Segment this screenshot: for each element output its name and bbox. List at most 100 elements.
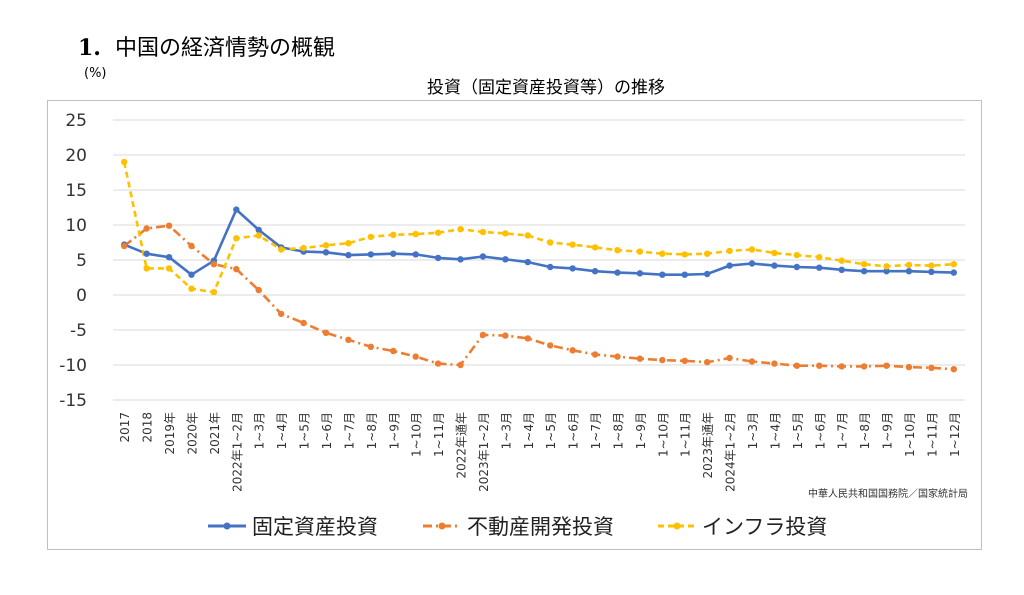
legend-marker xyxy=(223,522,231,530)
x-tick-label: 1~10月 xyxy=(410,412,424,457)
x-tick-label: 1~8月 xyxy=(611,412,625,449)
x-tick-label: 1~6月 xyxy=(567,412,581,449)
x-tick-label: 1~8月 xyxy=(858,412,872,449)
data-point xyxy=(905,261,913,269)
data-point xyxy=(457,226,464,233)
heading-number: 1. xyxy=(78,35,101,61)
page-heading: 1. 中国の経済情勢の概観 xyxy=(78,30,335,62)
data-point xyxy=(367,233,375,241)
data-point xyxy=(591,351,599,358)
data-point xyxy=(547,342,554,349)
x-tick-label: 1~3月 xyxy=(499,412,513,449)
data-point xyxy=(636,248,644,255)
series-line-1 xyxy=(123,208,954,276)
data-point xyxy=(771,360,778,367)
legend-label: 固定資産投資 xyxy=(252,515,378,539)
data-point xyxy=(367,343,375,350)
x-tick-label: 1~4月 xyxy=(768,412,782,449)
data-point xyxy=(165,254,173,261)
y-tick-label: 20 xyxy=(65,146,87,166)
data-point xyxy=(681,271,688,278)
x-tick-label: 1~9月 xyxy=(387,412,401,449)
data-point xyxy=(614,247,621,254)
data-point xyxy=(838,266,845,273)
data-point xyxy=(502,332,509,339)
data-point xyxy=(793,263,801,271)
x-tick-label: 1~6月 xyxy=(813,412,827,449)
data-point xyxy=(143,250,150,257)
data-point xyxy=(143,225,150,232)
x-tick-label: 1~3月 xyxy=(253,412,267,449)
y-tick-label: 5 xyxy=(76,251,87,271)
data-point xyxy=(703,359,711,366)
data-point xyxy=(703,270,711,278)
y-tick-label: 25 xyxy=(65,111,87,131)
x-tick-label: 2022年通年 xyxy=(455,412,469,479)
x-axis-ticks: 2017 2018 2019年 2020年 2021年 2022年1~2月 1~3月 1~4月… xyxy=(118,412,962,492)
data-point xyxy=(838,363,845,370)
data-point xyxy=(210,289,218,296)
legend: 固定資産投資 不動産開発投資 インフラ投資 xyxy=(208,515,827,539)
x-tick-label: 1~8月 xyxy=(365,412,379,449)
data-point xyxy=(479,331,487,339)
y-tick-label: -10 xyxy=(59,356,87,376)
data-point xyxy=(591,268,599,275)
data-point xyxy=(726,247,733,255)
data-point xyxy=(479,228,487,236)
data-point xyxy=(726,354,733,362)
data-point xyxy=(300,244,307,252)
x-tick-label: 2019年 xyxy=(163,412,177,455)
data-point xyxy=(412,251,419,258)
x-tick-label: 1~9月 xyxy=(634,412,648,449)
data-point xyxy=(793,251,801,259)
data-point xyxy=(457,361,464,369)
data-point xyxy=(434,360,442,367)
x-tick-label: 2024年1~2月 xyxy=(724,412,738,492)
data-point xyxy=(502,256,509,263)
x-tick-label: 1~4月 xyxy=(275,412,289,449)
data-point xyxy=(121,242,128,250)
data-point xyxy=(300,319,307,327)
series-lines xyxy=(122,161,954,371)
series-markers xyxy=(121,158,957,373)
x-tick-label: 1~11月 xyxy=(679,412,693,457)
x-tick-label: 1~11月 xyxy=(432,412,446,457)
data-point xyxy=(883,268,890,275)
data-point xyxy=(345,251,352,259)
data-point xyxy=(636,355,644,362)
data-point xyxy=(659,271,666,278)
data-point xyxy=(524,258,531,266)
x-tick-label: 1~3月 xyxy=(746,412,760,449)
data-point xyxy=(188,271,195,278)
x-tick-label: 1~10月 xyxy=(656,412,670,457)
y-tick-label: 10 xyxy=(65,216,87,236)
heading-text: 中国の経済情勢の概観 xyxy=(114,36,335,61)
x-tick-label: 1~5月 xyxy=(298,412,312,449)
x-tick-label: 1~10月 xyxy=(903,412,917,457)
chart-container: 投資（固定資産投資等）の推移 25 20 15 10 5 0 -5 -10 -15 2017 20… xyxy=(47,78,982,550)
x-tick-label: 2022年1~2月 xyxy=(230,412,244,492)
data-point xyxy=(816,362,823,369)
x-tick-label: 1~7月 xyxy=(342,412,356,449)
data-point xyxy=(748,246,756,253)
x-tick-label: 1~5月 xyxy=(544,412,558,449)
x-tick-label: 2020年 xyxy=(185,412,199,455)
data-point xyxy=(255,286,262,294)
data-point xyxy=(816,254,823,261)
data-point xyxy=(905,268,913,275)
x-tick-label: 2023年1~2月 xyxy=(477,412,491,492)
legend-marker xyxy=(438,522,446,530)
data-point xyxy=(636,270,644,277)
data-point xyxy=(233,265,240,273)
data-point xyxy=(928,268,935,276)
data-point xyxy=(143,265,150,272)
data-point xyxy=(703,250,711,257)
data-point xyxy=(771,262,778,269)
data-point xyxy=(345,240,352,247)
x-tick-label: 1~4月 xyxy=(522,412,536,449)
data-point xyxy=(479,253,487,260)
data-point xyxy=(569,265,576,272)
data-point xyxy=(569,347,576,354)
data-point xyxy=(547,263,554,271)
data-point xyxy=(883,263,890,270)
